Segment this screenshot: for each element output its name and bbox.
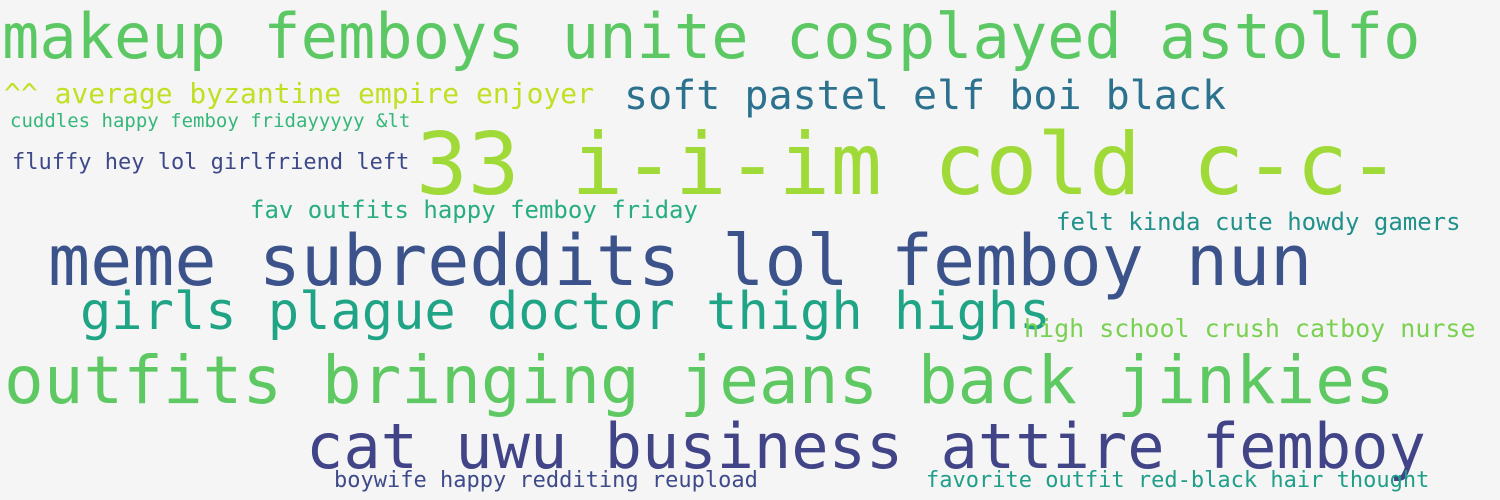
word-cloud-phrase: fluffy hey lol girlfriend left <box>12 150 410 175</box>
word-cloud-phrase: high school crush catboy nurse <box>1024 314 1476 343</box>
word-cloud-phrase: outfits bringing jeans back jinkies <box>4 342 1395 419</box>
word-cloud-phrase: cat uwu business attire femboy <box>306 410 1426 483</box>
word-cloud-phrase: makeup femboys unite cosplayed astolfo <box>2 0 1421 73</box>
word-cloud-phrase: ^^ average byzantine empire enjoyer <box>4 77 595 110</box>
word-cloud-phrase: girls plague doctor thigh highs <box>80 282 1051 342</box>
word-cloud-phrase: 33 i-i-im cold c-c- <box>416 115 1400 215</box>
word-cloud-phrase: meme subreddits lol femboy nun <box>48 220 1313 302</box>
word-cloud-phrase: soft pastel elf boi black <box>624 73 1227 119</box>
word-cloud-phrase: boywife happy redditing reupload <box>334 468 758 493</box>
word-cloud-phrase: favorite outfit red-black hair thought <box>926 468 1430 493</box>
word-cloud-phrase: cuddles happy femboy fridayyyyy &lt <box>10 110 411 132</box>
word-cloud-phrase: felt kinda cute howdy gamers <box>1056 208 1461 236</box>
word-cloud-phrase: fav outfits happy femboy friday <box>250 196 698 224</box>
